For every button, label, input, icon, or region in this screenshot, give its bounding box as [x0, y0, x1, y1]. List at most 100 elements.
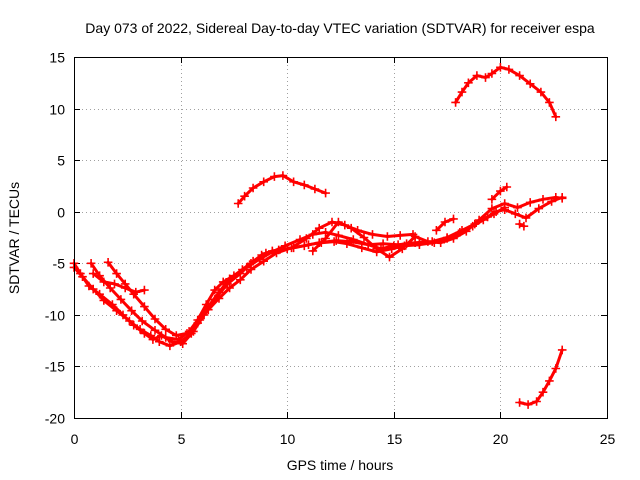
- data-point: [155, 337, 164, 346]
- data-point: [487, 195, 497, 204]
- data-point: [329, 237, 339, 246]
- data-point: [150, 314, 160, 324]
- data-point: [236, 275, 245, 285]
- data-point: [334, 217, 343, 227]
- data-point: [78, 272, 87, 281]
- data-point: [140, 302, 149, 311]
- data-point: [538, 195, 548, 204]
- data-point: [423, 237, 433, 246]
- data-point: [99, 277, 109, 287]
- data-point: [259, 177, 268, 187]
- data-point: [502, 182, 512, 192]
- data-point: [551, 193, 561, 202]
- y-tick-label: 15: [49, 50, 65, 66]
- data-point: [120, 283, 130, 293]
- data-point: [545, 98, 554, 107]
- data-point: [557, 345, 567, 355]
- data-point: [551, 364, 561, 373]
- data-point: [321, 188, 330, 198]
- data-point: [210, 285, 219, 295]
- data-point: [385, 252, 394, 262]
- data-point: [462, 227, 471, 236]
- data-point: [116, 295, 126, 304]
- data-point: [165, 341, 175, 351]
- data-point: [496, 186, 505, 196]
- y-tick-labels: -20 -15 -10 -5 0 5 10 15: [45, 50, 65, 427]
- data-point: [334, 231, 343, 240]
- data-point: [515, 398, 524, 407]
- data-point: [289, 177, 298, 187]
- data-point: [302, 234, 311, 243]
- data-point: [357, 243, 367, 253]
- data-point: [270, 172, 279, 181]
- data-point: [474, 215, 484, 225]
- data-point: [308, 246, 318, 256]
- data-point: [519, 221, 529, 231]
- data-point: [127, 306, 136, 315]
- data-point: [99, 296, 109, 305]
- data-point: [225, 283, 234, 293]
- series-arc-7: [432, 214, 458, 235]
- data-point: [481, 73, 490, 82]
- data-series: [69, 63, 567, 409]
- data-point: [395, 231, 405, 240]
- series-arc-9: [233, 171, 330, 208]
- grid-lines: [74, 57, 607, 418]
- data-point: [536, 87, 546, 97]
- data-point: [182, 329, 192, 338]
- data-point: [259, 256, 268, 266]
- data-point: [500, 199, 509, 208]
- data-point: [538, 387, 548, 397]
- data-point: [513, 203, 522, 212]
- series-arc-5: [88, 269, 149, 297]
- data-point: [398, 244, 407, 254]
- data-point: [432, 226, 441, 235]
- data-point: [342, 239, 352, 248]
- data-point: [300, 180, 309, 190]
- x-tick-label: 0: [71, 431, 79, 447]
- data-point: [532, 397, 541, 406]
- data-point: [310, 184, 320, 194]
- data-point: [389, 241, 399, 251]
- x-tick-label: 25: [600, 431, 616, 447]
- y-tick-label: -5: [53, 256, 66, 272]
- x-tick-labels: 0 5 10 15 20 25: [71, 431, 616, 447]
- data-point: [125, 316, 134, 326]
- data-point: [233, 199, 243, 208]
- data-point: [105, 283, 115, 293]
- data-point: [525, 79, 535, 89]
- y-tick-label: -15: [45, 359, 65, 375]
- data-point: [504, 65, 514, 74]
- data-point: [378, 239, 388, 248]
- data-point: [110, 279, 119, 289]
- data-point: [112, 269, 121, 278]
- data-point: [88, 269, 98, 278]
- data-point: [88, 284, 98, 294]
- data-point: [410, 232, 420, 241]
- data-point: [131, 287, 141, 297]
- data-point: [280, 241, 290, 251]
- x-tick-label: 20: [493, 431, 509, 447]
- series-arc-8: [487, 182, 512, 204]
- data-point: [272, 248, 281, 258]
- data-point: [523, 400, 533, 409]
- data-point: [193, 318, 202, 328]
- data-point: [86, 259, 96, 268]
- data-point: [464, 78, 473, 88]
- data-point: [525, 198, 535, 207]
- data-point: [436, 238, 445, 247]
- y-tick-label: -10: [45, 308, 65, 324]
- data-point: [515, 71, 524, 80]
- data-point: [472, 71, 482, 80]
- data-point: [137, 316, 147, 326]
- data-point: [314, 223, 324, 233]
- data-point: [440, 217, 450, 227]
- data-point: [248, 183, 258, 193]
- series-arc-6: [308, 193, 567, 262]
- data-point: [521, 213, 531, 223]
- data-point: [103, 258, 113, 267]
- x-axis-label: GPS time / hours: [287, 457, 394, 473]
- x-tick-label: 10: [280, 431, 296, 447]
- data-point: [278, 171, 288, 180]
